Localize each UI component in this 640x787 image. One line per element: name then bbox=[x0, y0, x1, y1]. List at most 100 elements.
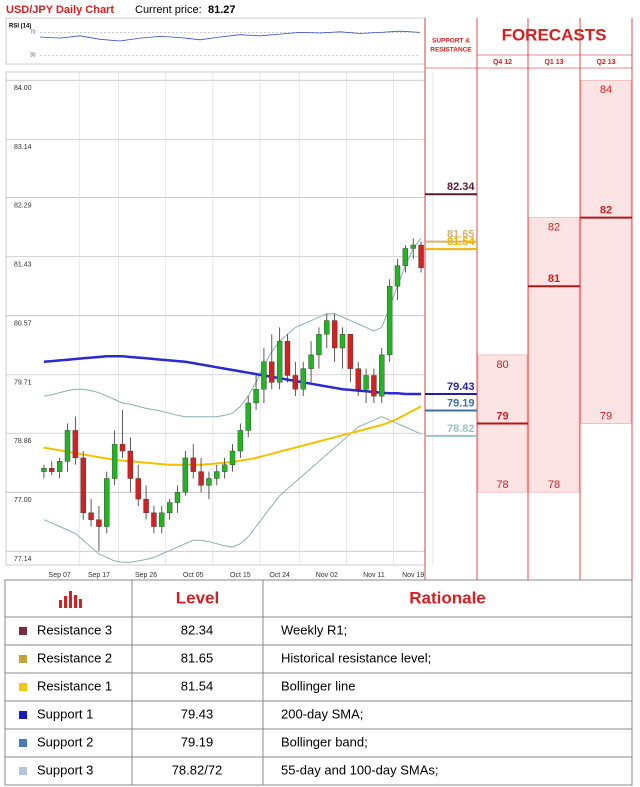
forecast-mid-label: 82 bbox=[600, 204, 612, 216]
plot-frame bbox=[5, 71, 426, 566]
row-rationale: Historical resistance level; bbox=[281, 650, 431, 665]
forecast-range bbox=[580, 79, 632, 424]
x-tick-label: Sep 26 bbox=[135, 572, 157, 579]
y-tick-label: 77.14 bbox=[14, 556, 32, 563]
forecast-mid-label: 79 bbox=[496, 410, 508, 422]
candle-body bbox=[143, 498, 149, 514]
rsi-frame bbox=[5, 17, 426, 65]
chart-title: USD/JPY Daily Chart bbox=[6, 4, 114, 16]
rsi-tick-label: 70 bbox=[30, 30, 36, 36]
x-tick-label: Sep 17 bbox=[88, 572, 110, 579]
row-rationale: Bollinger band; bbox=[281, 734, 368, 749]
sr-level-label: 79.19 bbox=[447, 397, 475, 409]
candle-body bbox=[135, 478, 141, 500]
row-swatch bbox=[19, 711, 27, 719]
forecast-mid-label: 81 bbox=[548, 273, 560, 285]
candle-body bbox=[166, 502, 173, 514]
candle-body bbox=[347, 334, 354, 369]
row-name: Support 2 bbox=[37, 734, 93, 749]
y-tick-label: 79.71 bbox=[14, 380, 32, 387]
candle-body bbox=[96, 519, 102, 527]
x-tick-label: Nov 19 bbox=[402, 572, 424, 579]
row-swatch bbox=[19, 739, 27, 747]
sr-level-label: 81.65 bbox=[447, 229, 475, 241]
row-level: 81.54 bbox=[181, 678, 214, 693]
candle-body bbox=[292, 375, 299, 390]
forecast-high-label: 84 bbox=[600, 84, 612, 96]
y-tick-label: 80.57 bbox=[14, 321, 32, 328]
forecast-title: FORECASTS bbox=[502, 25, 607, 44]
candle-body bbox=[49, 467, 55, 472]
table-icon bbox=[59, 591, 82, 608]
y-tick-label: 78.86 bbox=[14, 438, 32, 445]
candle-body bbox=[221, 464, 228, 472]
row-level: 79.43 bbox=[181, 706, 214, 721]
x-tick-label: Nov 02 bbox=[316, 572, 338, 579]
forecast-column-label: Q1 13 bbox=[544, 59, 563, 66]
y-tick-label: 82.29 bbox=[14, 202, 32, 209]
row-rationale: 200-day SMA; bbox=[281, 706, 363, 721]
candle-body bbox=[410, 244, 416, 249]
candle-body bbox=[159, 512, 165, 527]
candle-body bbox=[331, 320, 338, 349]
candle-body bbox=[402, 248, 409, 266]
row-name: Support 1 bbox=[37, 706, 93, 721]
candle-body bbox=[371, 375, 377, 397]
forecast-low-label: 78 bbox=[548, 479, 560, 491]
row-level: 79.19 bbox=[181, 734, 214, 749]
candle-body bbox=[237, 430, 244, 452]
forecast-high-label: 80 bbox=[496, 359, 508, 371]
candle-body bbox=[41, 467, 47, 472]
candle-body bbox=[324, 320, 330, 335]
sr-title: RESISTANCE bbox=[430, 47, 472, 54]
candle-body bbox=[88, 512, 94, 520]
y-tick-label: 83.14 bbox=[14, 144, 32, 151]
row-name: Support 3 bbox=[37, 762, 93, 777]
forecast-column-label: Q4 12 bbox=[493, 59, 512, 66]
candle-body bbox=[269, 361, 275, 383]
candle-body bbox=[119, 443, 126, 452]
x-tick-label: Oct 15 bbox=[230, 572, 251, 579]
candle-body bbox=[80, 457, 86, 514]
candle-body bbox=[284, 340, 291, 376]
candle-body bbox=[111, 443, 118, 479]
row-level: 78.82/72 bbox=[172, 762, 223, 777]
candle-body bbox=[72, 430, 79, 459]
table-header: Level bbox=[176, 588, 219, 607]
candle-body bbox=[182, 457, 189, 493]
candle-body bbox=[229, 450, 236, 465]
candle-body bbox=[386, 286, 393, 356]
candle-body bbox=[198, 471, 204, 486]
candle-body bbox=[214, 471, 220, 479]
candle-body bbox=[104, 478, 110, 527]
row-rationale: Bollinger line bbox=[281, 678, 355, 693]
candle-body bbox=[355, 368, 361, 390]
x-tick-label: Nov 11 bbox=[363, 572, 385, 579]
row-rationale: 55-day and 100-day SMAs; bbox=[281, 762, 439, 777]
candle-body bbox=[206, 478, 212, 486]
row-swatch bbox=[19, 767, 27, 775]
row-level: 82.34 bbox=[181, 622, 214, 637]
overlay-line bbox=[43, 237, 422, 418]
candle-body bbox=[56, 461, 63, 472]
price: 81.27 bbox=[208, 4, 236, 16]
table-frame bbox=[4, 579, 633, 786]
forecast-range bbox=[528, 217, 580, 493]
candle-body bbox=[245, 402, 251, 431]
row-swatch bbox=[19, 683, 27, 691]
forecast-low-label: 79 bbox=[600, 410, 612, 422]
rsi-line bbox=[39, 30, 421, 42]
candle-body bbox=[261, 361, 267, 390]
forecast-column-label: Q2 13 bbox=[596, 59, 615, 66]
candle-body bbox=[174, 492, 181, 503]
row-level: 81.65 bbox=[181, 650, 214, 665]
sr-level-label: 79.43 bbox=[447, 381, 475, 393]
rsi-label: RSI (14) bbox=[9, 24, 31, 30]
sr-level-label: 78.82 bbox=[447, 423, 475, 435]
x-tick-label: Oct 05 bbox=[183, 572, 204, 579]
x-tick-label: Oct 24 bbox=[269, 572, 290, 579]
candle-body bbox=[64, 430, 71, 462]
row-name: Resistance 1 bbox=[37, 678, 112, 693]
